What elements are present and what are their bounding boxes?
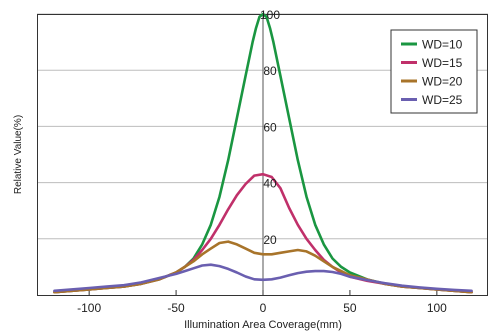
y-tick-label: 100 <box>260 8 280 22</box>
y-tick-label: 20 <box>263 233 277 247</box>
x-axis-label: Illumination Area Coverage(mm) <box>184 319 342 331</box>
y-tick-label: 80 <box>263 64 277 78</box>
series-line <box>53 263 473 293</box>
x-tick-label: 100 <box>427 301 447 315</box>
x-tick-label: -100 <box>77 301 101 315</box>
y-tick-labels: 20 40 60 80 100 <box>260 8 280 247</box>
x-tick-label: 0 <box>260 301 267 315</box>
y-axis-label: Relative Value(%) <box>13 115 24 194</box>
y-tick-label: 60 <box>263 120 277 134</box>
x-tick-labels: -100 -50 0 50 100 <box>77 301 447 315</box>
legend-label: WD=10 <box>422 38 463 52</box>
series-layer <box>53 12 473 294</box>
legend-label: WD=20 <box>422 75 463 89</box>
y-tick-label: 40 <box>263 177 277 191</box>
legend: WD=10 WD=15 WD=20 WD=25 <box>390 29 478 114</box>
legend-label: WD=15 <box>422 56 463 70</box>
x-tick-label: 50 <box>343 301 357 315</box>
x-tick-label: -50 <box>167 301 185 315</box>
axis-ticks <box>88 290 438 295</box>
legend-label: WD=25 <box>422 93 463 107</box>
